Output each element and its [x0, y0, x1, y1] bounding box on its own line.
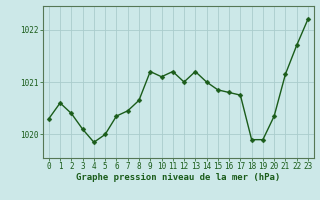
X-axis label: Graphe pression niveau de la mer (hPa): Graphe pression niveau de la mer (hPa): [76, 173, 281, 182]
